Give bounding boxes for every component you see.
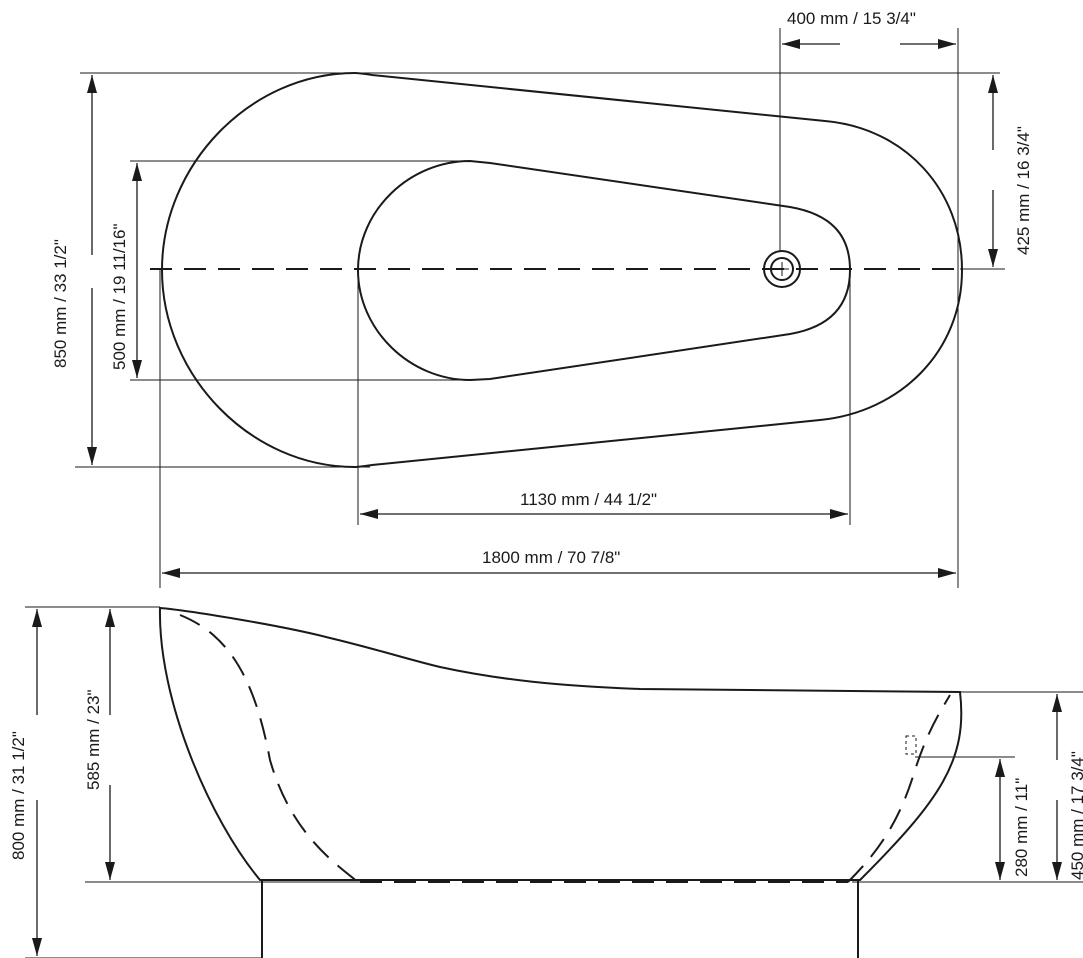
side-view-base [261,880,859,958]
dimension-inner-length: 1130 mm / 44 1/2" [360,490,848,519]
top-view: 400 mm / 15 3/4" 425 mm / 16 3/4" 850 mm… [51,9,1033,588]
drain-offset-label: 400 mm / 15 3/4" [787,9,916,28]
inner-width-label: 500 mm / 19 11/16" [110,223,129,370]
dimension-drain-offset: 400 mm / 15 3/4" [782,9,956,49]
inner-length-label: 1130 mm / 44 1/2" [520,490,657,509]
dimension-half-width: 425 mm / 16 3/4" [988,75,1033,267]
dimension-inner-width: 500 mm / 19 11/16" [110,163,142,378]
dimension-foot-end-depth: 450 mm / 17 3/4" [1052,694,1083,880]
inner-depth-label: 585 mm / 23" [84,689,103,790]
half-width-label: 425 mm / 16 3/4" [1014,126,1033,255]
dimension-overall-length: 1800 mm / 70 7/8" [162,548,956,578]
dimension-overall-height: 800 mm / 31 1/2" [9,609,42,956]
side-view: 800 mm / 31 1/2" 585 mm / 23" 280 mm / 1… [9,606,1083,958]
dimension-overall-width: 850 mm / 33 1/2" [51,75,97,465]
overall-height-label: 800 mm / 31 1/2" [9,731,28,860]
overflow-icon [905,735,917,755]
top-view-inner-basin [356,159,852,382]
dimension-inner-depth: 585 mm / 23" [84,609,115,880]
side-view-inner-basin [179,614,359,883]
overall-width-label: 850 mm / 33 1/2" [51,239,70,368]
foot-end-depth-label: 450 mm / 17 3/4" [1068,751,1083,880]
overflow-height-label: 280 mm / 11" [1012,778,1031,877]
side-view-outer-profile [158,606,963,881]
drain-icon [763,250,801,288]
overall-length-label: 1800 mm / 70 7/8" [482,548,620,567]
top-view-outer-outline [160,71,964,469]
dimension-overflow-height: 280 mm / 11" [995,759,1031,880]
side-view-basin-foot-end [847,694,951,883]
